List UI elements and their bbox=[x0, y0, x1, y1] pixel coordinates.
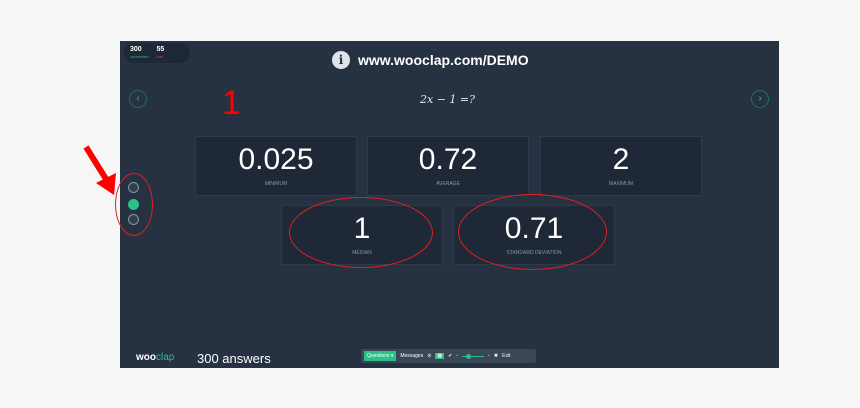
questions-dropdown[interactable]: Questions ▾ bbox=[364, 351, 397, 361]
exit-button[interactable]: Exit bbox=[502, 353, 511, 359]
zoom-in-icon[interactable]: ▫ bbox=[488, 353, 490, 359]
participants-pill: 300 connected 55 lost bbox=[124, 43, 190, 63]
annotation-ellipse bbox=[115, 173, 153, 236]
connected-count: 300 bbox=[130, 46, 142, 53]
toolbar: Questions ▾ Messages ⊘ ▦ ✔ ▫ ▫ ✖ Exit bbox=[361, 349, 536, 363]
stat-value: 0.72 bbox=[418, 143, 478, 176]
annotation-number: 1 bbox=[222, 84, 241, 122]
connected-label: connected bbox=[130, 54, 149, 59]
question-text: 2x − 1 =? bbox=[420, 93, 476, 106]
fullscreen-icon[interactable]: ✖ bbox=[493, 353, 499, 359]
check-icon[interactable]: ✔ bbox=[448, 353, 453, 359]
stat-average: 0.72 AVERAGE bbox=[367, 136, 529, 196]
answers-count: 300 answers bbox=[197, 351, 271, 366]
messages-button[interactable]: Messages bbox=[400, 353, 424, 359]
zoom-out-icon[interactable]: ▫ bbox=[456, 353, 459, 359]
annotation-ellipse bbox=[289, 197, 433, 268]
zoom-slider[interactable] bbox=[462, 353, 485, 359]
footer-bar: wooclap 300 answers Questions ▾ Messages… bbox=[120, 348, 779, 368]
lost-label: lost bbox=[156, 54, 163, 59]
stat-label: AVERAGE bbox=[436, 181, 460, 187]
prev-button[interactable]: ‹ bbox=[129, 90, 147, 108]
wooclap-logo: wooclap bbox=[136, 352, 175, 363]
join-url: i www.wooclap.com/DEMO bbox=[332, 51, 529, 69]
block-icon[interactable]: ⊘ bbox=[427, 353, 432, 359]
lost-count: 55 bbox=[156, 46, 165, 53]
annotation-arrow-icon bbox=[83, 145, 116, 195]
stat-value: 2 bbox=[612, 143, 630, 176]
stat-maximum: 2 MAXIMUM bbox=[540, 136, 702, 196]
info-icon[interactable]: i bbox=[332, 51, 350, 69]
stat-label: MAXIMUM bbox=[608, 181, 634, 187]
next-button[interactable]: › bbox=[751, 90, 769, 108]
stat-minimum: 0.025 MINIMUM bbox=[195, 136, 357, 196]
chart-icon[interactable]: ▦ bbox=[435, 353, 445, 359]
annotation-ellipse bbox=[458, 194, 607, 270]
stat-label: MINIMUM bbox=[264, 181, 288, 187]
presentation-screen: 300 connected 55 lost i www.wooclap.com/DEM… bbox=[120, 41, 779, 368]
stat-value: 0.025 bbox=[238, 143, 314, 176]
url-text: www.wooclap.com/DEMO bbox=[358, 52, 529, 68]
